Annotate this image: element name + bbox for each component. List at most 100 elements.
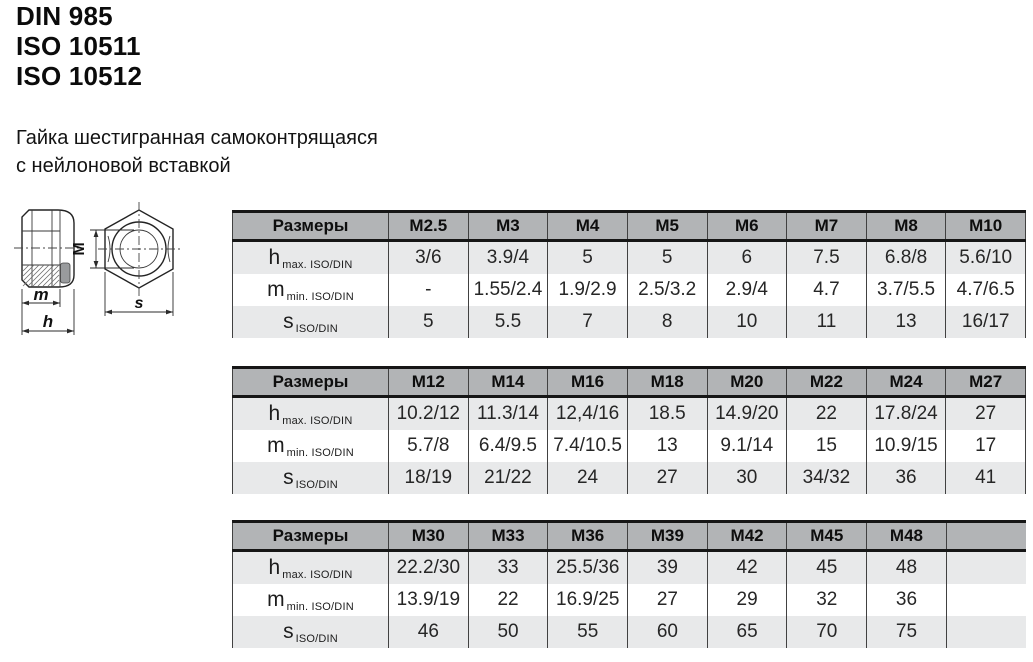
product-description: Гайка шестигранная самоконтрящаяся с ней… <box>16 124 378 180</box>
column-header-m20: M20 <box>706 366 787 398</box>
value-cell: 5.7/8 <box>388 430 469 462</box>
value-cell: 60 <box>627 616 708 648</box>
value-cell: 4.7/6.5 <box>945 274 1026 306</box>
value-cell: 46 <box>388 616 469 648</box>
dimension-table-m2_5-m10: Размеры M2.5 M3 M4 M5 M6 M7 M8 M10 h max. ISO/DIN 3… <box>232 210 1026 338</box>
value-cell: 5.6/10 <box>945 240 1026 274</box>
column-header-m22: M22 <box>786 366 867 398</box>
value-cell: 2.5/3.2 <box>626 274 707 306</box>
value-cell: 2.9/4 <box>706 274 787 306</box>
dimension-row-s: s ISO/DIN 46 50 55 60 65 70 75 <box>232 616 1026 648</box>
value-cell: 22.2/30 <box>388 550 469 584</box>
value-cell: 11.3/14 <box>467 396 548 430</box>
nylon-insert <box>60 262 71 284</box>
value-cell: 7.5 <box>786 240 867 274</box>
size-column-header: Размеры <box>232 210 389 242</box>
value-cell: 30 <box>706 462 787 494</box>
row-label-s: s ISO/DIN <box>232 616 389 648</box>
standard-din: DIN 985 <box>16 1 113 31</box>
row-label-subscript: ISO/DIN <box>295 478 338 491</box>
value-cell: 5 <box>547 240 628 274</box>
dimension-table-m30-m48: Размеры M30 M33 M36 M39 M42 M45 M48 h max. ISO/DI… <box>232 520 1026 648</box>
face-view: M s <box>71 202 181 316</box>
dimension-row-s: s ISO/DIN 18/19 21/22 24 27 30 34/32 36 41 <box>232 462 1026 494</box>
value-cell: 22 <box>467 584 548 616</box>
value-cell: 6 <box>706 240 787 274</box>
value-cell: 41 <box>945 462 1026 494</box>
value-cell: 3/6 <box>388 240 469 274</box>
standard-iso-10511: ISO 10511 <box>16 31 141 61</box>
column-header-m8: M8 <box>865 210 946 242</box>
value-cell: 70 <box>786 616 867 648</box>
value-cell: 33 <box>467 550 548 584</box>
value-cell: 25.5/36 <box>547 550 628 584</box>
column-header-m14: M14 <box>467 366 548 398</box>
column-header-m5: M5 <box>626 210 707 242</box>
column-header-m18: M18 <box>626 366 707 398</box>
value-cell: 48 <box>866 550 947 584</box>
value-cell: 9.1/14 <box>706 430 787 462</box>
value-cell: 18/19 <box>388 462 469 494</box>
value-cell: 17.8/24 <box>865 396 946 430</box>
row-label-subscript: min. ISO/DIN <box>286 446 354 459</box>
product-description-line-2: с нейлоновой вставкой <box>16 155 231 177</box>
row-label-subscript: max. ISO/DIN <box>282 414 353 427</box>
row-label-h: h max. ISO/DIN <box>232 396 389 430</box>
row-label-symbol: h <box>268 555 281 579</box>
value-cell: 27 <box>945 396 1026 430</box>
dimension-row-m: m min. ISO/DIN -1.55/2.4 1.9/2.9 2.5/3.2 2.9/… <box>232 274 1026 306</box>
column-header-m2.5: M2.5 <box>388 210 469 242</box>
column-header-m30: M30 <box>388 520 469 552</box>
column-header-m7: M7 <box>786 210 867 242</box>
column-header-m10: M10 <box>945 210 1026 242</box>
value-cell: 1.9/2.9 <box>547 274 628 306</box>
value-cell: 13.9/19 <box>388 584 469 616</box>
column-header-m36: M36 <box>547 520 628 552</box>
size-column-header: Размеры <box>232 520 389 552</box>
value-cell: 5 <box>626 240 707 274</box>
side-section-view: m h <box>14 209 84 335</box>
dimension-row-m: m min. ISO/DIN 5.7/8 6.4/9.5 7.4/10.5 13 9.1/1… <box>232 430 1026 462</box>
row-label-m: m min. ISO/DIN <box>232 584 389 616</box>
row-label-m: m min. ISO/DIN <box>232 274 389 306</box>
value-cell: 75 <box>866 616 947 648</box>
column-header-m33: M33 <box>467 520 548 552</box>
product-description-line-1: Гайка шестигранная самоконтрящаяся <box>16 127 378 149</box>
column-header-m45: M45 <box>786 520 867 552</box>
dimension-row-h: h max. ISO/DIN 3/6 3.9/4 5 5 6 7.5 6.8/8 5.6/10 <box>232 240 1026 274</box>
row-label-symbol: s <box>283 465 294 489</box>
value-cell: 1.55/2.4 <box>467 274 548 306</box>
row-label-s: s ISO/DIN <box>232 306 389 338</box>
nut-drawing-svg: m h M <box>14 202 181 335</box>
row-label-subscript: min. ISO/DIN <box>286 290 354 303</box>
column-header-empty <box>945 520 1026 552</box>
value-cell: 18.5 <box>626 396 707 430</box>
value-cell: 29 <box>706 584 787 616</box>
column-header-m42: M42 <box>706 520 787 552</box>
value-cell: 34/32 <box>786 462 867 494</box>
table-header-row: Размеры M12 M14 M16 M18 M20 M22 M24 M27 <box>232 366 1026 398</box>
value-cell: 10 <box>706 306 787 338</box>
value-cell: 15 <box>786 430 867 462</box>
value-cell: 10.2/12 <box>388 396 469 430</box>
value-cell: 16.9/25 <box>547 584 628 616</box>
row-label-h: h max. ISO/DIN <box>232 240 389 274</box>
column-header-m27: M27 <box>945 366 1026 398</box>
row-label-symbol: m <box>267 433 285 457</box>
dimension-row-h: h max. ISO/DIN 22.2/30 33 25.5/36 39 42 45 48 <box>232 550 1026 584</box>
dimension-row-m: m min. ISO/DIN 13.9/19 22 16.9/25 27 29 32 36 <box>232 584 1026 616</box>
dim-label-h: h <box>43 312 53 331</box>
value-cell: 12,4/16 <box>547 396 628 430</box>
value-cell: 27 <box>627 584 708 616</box>
size-column-header: Размеры <box>232 366 389 398</box>
value-cell: 8 <box>626 306 707 338</box>
dim-label-s: s <box>135 295 144 312</box>
value-cell: 5.5 <box>467 306 548 338</box>
value-cell: 3.9/4 <box>467 240 548 274</box>
nut-technical-drawing: m h M <box>2 195 232 357</box>
standards-title-block: DIN 985 ISO 10511 ISO 10512 <box>16 1 142 91</box>
table-header-row: Размеры M30 M33 M36 M39 M42 M45 M48 <box>232 520 1026 552</box>
row-label-subscript: ISO/DIN <box>295 322 338 335</box>
dimension-table-m12-m27: Размеры M12 M14 M16 M18 M20 M22 M24 M27 h max. ISO… <box>232 366 1026 494</box>
value-cell <box>945 550 1026 584</box>
